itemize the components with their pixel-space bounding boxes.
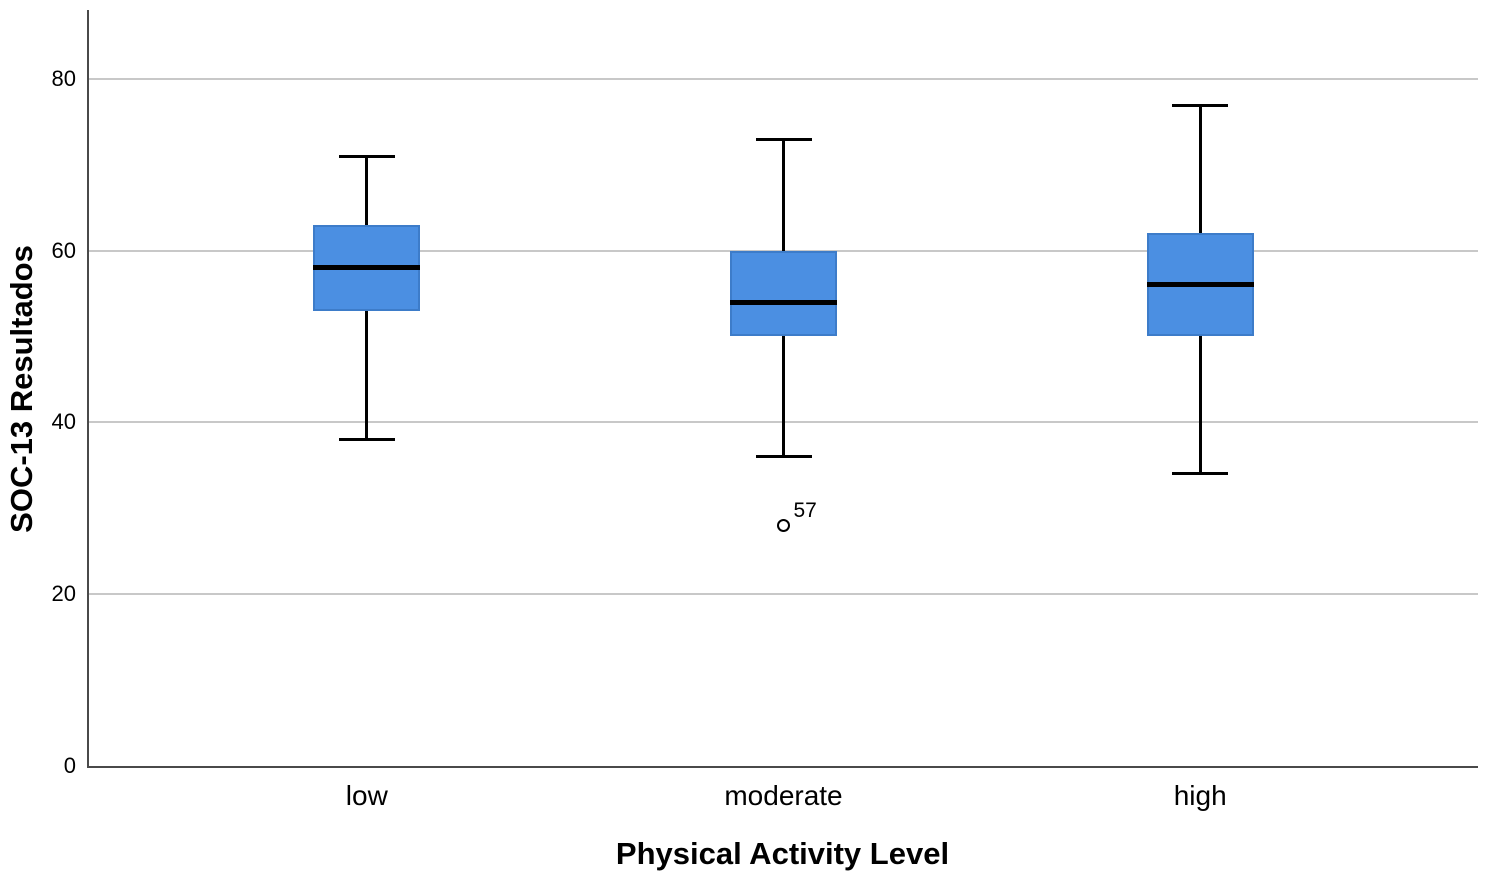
median-line xyxy=(730,299,837,305)
plot-area: 57 xyxy=(87,10,1478,768)
whisker-cap-top xyxy=(338,155,395,159)
y-tick-label: 60 xyxy=(51,237,76,263)
gridline xyxy=(89,77,1478,80)
outlier-point xyxy=(777,518,790,532)
x-tick-label: high xyxy=(1173,780,1227,811)
median-line xyxy=(313,265,421,271)
x-tick-label: moderate xyxy=(724,780,843,811)
y-tick-label: 40 xyxy=(51,409,76,435)
whisker-cap-top xyxy=(755,137,812,141)
x-tick-label: low xyxy=(345,780,388,811)
y-tick-label: 0 xyxy=(63,753,76,778)
median-line xyxy=(1146,282,1254,288)
x-axis-title: Physical Activity Level xyxy=(615,836,950,871)
outlier-label: 57 xyxy=(793,499,817,523)
y-axis-title: SOC-13 Resultados xyxy=(4,245,39,533)
box-rect xyxy=(730,250,837,337)
y-tick-label: 80 xyxy=(51,65,76,91)
gridline xyxy=(89,593,1478,596)
whisker-cap-bottom xyxy=(755,454,812,458)
whisker-cap-bottom xyxy=(1172,471,1229,475)
whisker-cap-bottom xyxy=(338,437,395,441)
y-tick-label: 20 xyxy=(51,581,76,607)
whisker-cap-top xyxy=(1172,103,1229,107)
